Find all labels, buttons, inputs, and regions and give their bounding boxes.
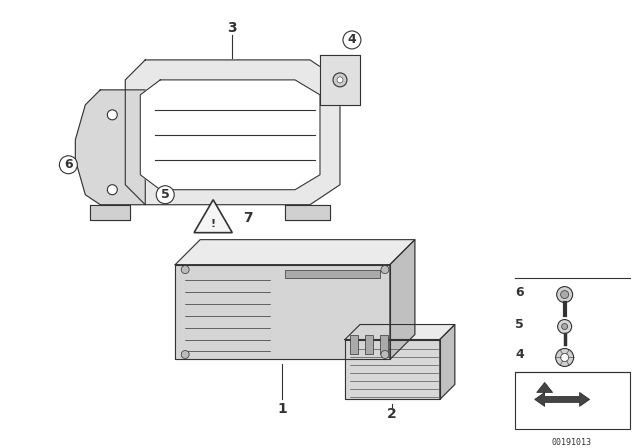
Circle shape (557, 319, 572, 333)
Polygon shape (175, 240, 415, 265)
Polygon shape (345, 324, 455, 340)
Circle shape (381, 266, 389, 274)
Circle shape (108, 110, 117, 120)
Polygon shape (140, 80, 320, 190)
Polygon shape (175, 265, 390, 359)
Circle shape (556, 349, 573, 366)
Text: 4: 4 (348, 34, 356, 47)
Text: 6: 6 (515, 286, 524, 299)
Text: 7: 7 (243, 211, 253, 225)
Polygon shape (90, 205, 131, 220)
Polygon shape (390, 240, 415, 359)
Circle shape (333, 73, 347, 87)
Bar (285, 270, 380, 278)
Bar (365, 335, 373, 354)
Circle shape (343, 31, 361, 49)
Circle shape (561, 353, 568, 362)
Text: 2: 2 (387, 407, 397, 422)
Polygon shape (194, 200, 232, 233)
Text: 1: 1 (277, 402, 287, 416)
Text: !: ! (211, 219, 216, 228)
Polygon shape (76, 90, 145, 205)
Bar (380, 335, 388, 354)
Circle shape (181, 350, 189, 358)
Circle shape (108, 185, 117, 195)
Polygon shape (285, 205, 330, 220)
Circle shape (561, 291, 568, 298)
Circle shape (381, 350, 389, 358)
Text: 3: 3 (227, 21, 237, 35)
Polygon shape (125, 60, 340, 205)
Circle shape (337, 77, 343, 83)
Bar (350, 335, 358, 354)
Circle shape (181, 266, 189, 274)
Polygon shape (320, 55, 360, 105)
Text: 00191013: 00191013 (552, 438, 591, 447)
Polygon shape (345, 340, 440, 400)
Polygon shape (534, 392, 589, 406)
Polygon shape (537, 383, 553, 392)
Polygon shape (440, 324, 455, 400)
Text: 6: 6 (64, 158, 73, 171)
Bar (515, 372, 630, 429)
Circle shape (60, 156, 77, 174)
Circle shape (156, 186, 174, 204)
Text: 4: 4 (515, 348, 524, 361)
Circle shape (557, 287, 573, 302)
Text: 5: 5 (161, 188, 170, 201)
Text: 5: 5 (515, 318, 524, 331)
Circle shape (562, 323, 568, 330)
